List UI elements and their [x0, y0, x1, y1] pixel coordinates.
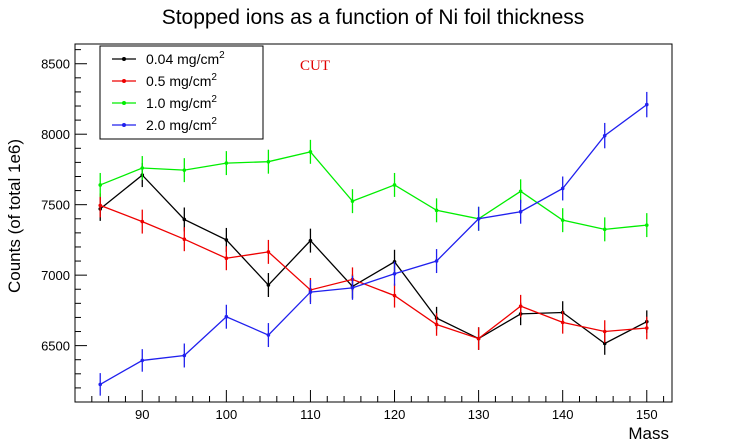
data-point: [98, 382, 103, 387]
data-point: [350, 286, 355, 290]
x-tick-label: 140: [552, 407, 574, 422]
x-tick-label: 130: [468, 407, 490, 422]
data-point: [434, 259, 439, 263]
x-tick-label: 110: [300, 407, 321, 422]
x-tick-label: 90: [135, 407, 149, 422]
y-tick-label: 8000: [41, 127, 70, 142]
legend-item: 1.0 mg/cm2: [112, 94, 217, 111]
legend-marker: [122, 123, 126, 127]
y-tick-label: 7000: [41, 268, 70, 283]
data-point: [308, 150, 313, 154]
series-line: [99, 204, 647, 340]
y-tick-label: 7500: [41, 198, 70, 213]
data-point: [224, 161, 229, 165]
data-point: [140, 166, 145, 170]
legend-label: 0.5 mg/cm2: [146, 72, 217, 89]
x-axis: 90 100 110 120 130 140 150: [74, 390, 665, 422]
data-point: [266, 250, 271, 254]
data-point: [518, 209, 523, 214]
data-point: [140, 358, 145, 363]
data-point: [518, 304, 523, 308]
data-point: [350, 199, 355, 203]
data-point: [602, 341, 607, 346]
legend-box: [99, 45, 264, 140]
data-point: [224, 256, 229, 261]
data-point: [266, 159, 271, 164]
legend-label: 2.0 mg/cm2: [146, 116, 217, 133]
data-point: [182, 168, 187, 172]
data-point: [602, 227, 607, 232]
x-tick-label: 100: [216, 407, 238, 422]
data-point: [434, 322, 439, 327]
data-point: [644, 223, 649, 227]
legend-item: 0.04 mg/cm2: [112, 50, 225, 67]
x-tick-label: 120: [384, 407, 406, 422]
y-tick-label: 6500: [41, 339, 70, 354]
series-1: [98, 163, 649, 355]
data-point: [224, 314, 229, 319]
series-line: [99, 104, 648, 385]
legend-item: 0.5 mg/cm2: [112, 72, 217, 89]
data-point: [644, 102, 649, 107]
data-point: [182, 237, 187, 242]
data-point: [560, 218, 565, 222]
series-4: [98, 91, 649, 396]
data-point: [266, 333, 271, 337]
series-line: [99, 174, 648, 345]
data-point: [392, 293, 397, 298]
data-point: [182, 353, 187, 358]
data-point: [644, 326, 649, 330]
legend-marker: [122, 57, 126, 61]
cut-annotation: CUT: [300, 58, 330, 74]
data-point: [392, 183, 397, 187]
data-point: [224, 238, 229, 242]
data-point: [98, 203, 103, 208]
data-point: [308, 290, 313, 294]
legend-marker: [122, 101, 126, 105]
data-point: [602, 329, 607, 334]
data-point: [308, 238, 313, 243]
series-3: [98, 139, 649, 242]
y-tick-label: 8500: [41, 57, 70, 72]
plot-frame: [74, 43, 673, 403]
data-point: [518, 189, 523, 194]
legend-label: 1.0 mg/cm2: [146, 94, 217, 111]
series-line: [99, 151, 647, 230]
data-point: [98, 183, 103, 187]
data-point: [266, 283, 271, 287]
data-point: [182, 217, 187, 222]
legend-item: 2.0 mg/cm2: [112, 116, 217, 133]
data-point: [140, 219, 145, 224]
data-point: [476, 216, 481, 221]
y-axis: 6500 7000 7500 8000 8500: [41, 49, 87, 403]
data-point: [476, 336, 481, 341]
legend-marker: [122, 79, 126, 83]
x-axis-label: Mass: [628, 424, 669, 443]
data-point: [602, 133, 607, 138]
legend-label: 0.04 mg/cm2: [146, 50, 225, 67]
y-axis-label: Counts (of total 1e6): [5, 139, 24, 293]
legend: 0.04 mg/cm2 0.5 mg/cm2 1.0 mg/cm2 2.0 mg/cm…: [99, 45, 264, 140]
chart-title: Stopped ions as a function of Ni foil th…: [162, 6, 585, 29]
data-point: [560, 320, 565, 325]
data-point: [434, 208, 439, 213]
series-layer: [98, 91, 649, 396]
data-point: [560, 186, 565, 191]
x-tick-label: 150: [636, 407, 658, 422]
data-point: [392, 271, 397, 276]
